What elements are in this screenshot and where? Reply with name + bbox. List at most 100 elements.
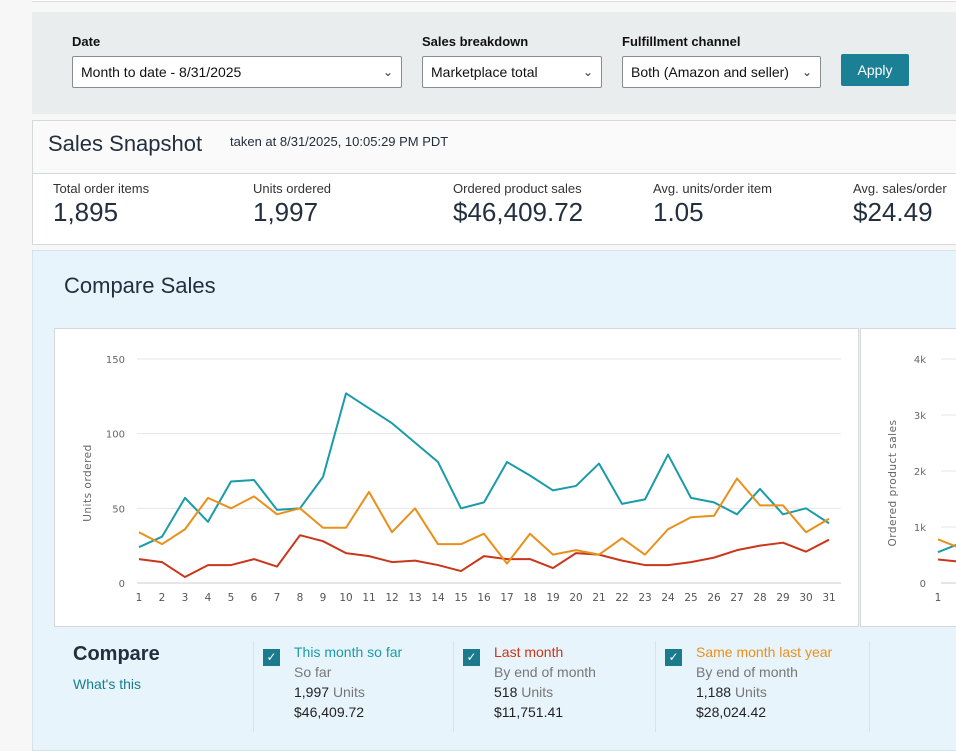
sales-snapshot: Sales Snapshot taken at 8/31/2025, 10:05… bbox=[32, 120, 956, 245]
metric-value: $24.49 bbox=[853, 197, 933, 227]
x-tick-label: 8 bbox=[297, 592, 304, 604]
y-tick-label: 150 bbox=[106, 355, 125, 366]
x-tick-label: 1 bbox=[136, 592, 143, 604]
x-tick-label: 26 bbox=[707, 592, 721, 604]
units-label: Units bbox=[332, 684, 365, 700]
breakdown-label: Sales breakdown bbox=[422, 34, 529, 49]
snapshot-title: Sales Snapshot bbox=[48, 131, 203, 156]
sales-chart-container: 0 1k 2k 3k 4k Ordered product sales 1 bbox=[860, 328, 956, 627]
x-tick-label: 29 bbox=[776, 592, 789, 604]
x-tick-label: 7 bbox=[274, 592, 281, 604]
date-select[interactable]: Month to date - 8/31/2025 ⌄ bbox=[72, 56, 402, 88]
channel-filter: Fulfillment channel Both (Amazon and sel… bbox=[622, 34, 821, 88]
x-tick-label: 14 bbox=[431, 592, 445, 604]
x-tick-label: 5 bbox=[228, 592, 235, 604]
x-tick-label: 24 bbox=[661, 592, 675, 604]
x-tick-label: 28 bbox=[753, 592, 766, 604]
x-tick-label: 9 bbox=[320, 592, 327, 604]
legend-item-last-month: ✓ Last month By end of month 518 Units $… bbox=[453, 641, 655, 732]
series-line-same-month-last-year bbox=[937, 538, 956, 548]
top-strip bbox=[32, 0, 956, 2]
metric-avg-sales-per-order: Avg. sales/order $24.49 bbox=[853, 181, 947, 228]
y-axis-label: Units ordered bbox=[82, 444, 94, 522]
series-line-same-month-last-year bbox=[138, 477, 830, 565]
date-label: Date bbox=[72, 34, 101, 49]
x-tick-label: 13 bbox=[408, 592, 421, 604]
legend-series-units: 1,997 Units bbox=[294, 684, 365, 700]
x-tick-label: 17 bbox=[500, 592, 513, 604]
y-tick-label: 0 bbox=[920, 579, 926, 590]
x-tick-label: 27 bbox=[730, 592, 743, 604]
y-tick-label: 3k bbox=[914, 411, 926, 422]
last-month-checkbox[interactable]: ✓ bbox=[463, 649, 480, 666]
y-tick-label: 50 bbox=[112, 504, 125, 515]
compare-sales-title: Compare Sales bbox=[64, 273, 216, 298]
breakdown-filter: Sales breakdown Marketplace total ⌄ bbox=[422, 34, 602, 88]
legend-series-sub: By end of month bbox=[696, 664, 798, 680]
whats-this-link[interactable]: What's this bbox=[73, 676, 142, 692]
units-value: 1,188 bbox=[696, 684, 732, 700]
units-value: 1,997 bbox=[294, 684, 330, 700]
legend-series-units: 1,188 Units bbox=[696, 684, 767, 700]
y-tick-label: 1k bbox=[914, 523, 926, 534]
this-month-checkbox[interactable]: ✓ bbox=[263, 649, 280, 666]
x-tick-label: 2 bbox=[159, 592, 166, 604]
compare-legend-title: Compare bbox=[73, 643, 160, 665]
y-tick-label: 0 bbox=[119, 579, 125, 590]
metric-label: Units ordered bbox=[253, 181, 332, 196]
legend-series-units: 518 Units bbox=[494, 684, 553, 700]
date-filter: Date Month to date - 8/31/2025 ⌄ bbox=[72, 34, 402, 88]
x-tick-label: 20 bbox=[569, 592, 582, 604]
series-line-last-month bbox=[138, 534, 830, 579]
chevron-down-icon: ⌄ bbox=[801, 65, 812, 79]
metric-label: Avg. sales/order bbox=[853, 181, 947, 196]
metric-total-order-items: Total order items 1,895 bbox=[53, 181, 149, 228]
legend-series-sales: $11,751.41 bbox=[494, 704, 564, 720]
x-tick-label: 19 bbox=[546, 592, 559, 604]
ordered-product-sales-chart: 0 1k 2k 3k 4k Ordered product sales 1 bbox=[887, 355, 956, 604]
y-tick-label: 100 bbox=[106, 430, 125, 441]
x-tick-label: 25 bbox=[684, 592, 697, 604]
y-axis-label: Ordered product sales bbox=[887, 419, 899, 546]
channel-select[interactable]: Both (Amazon and seller) ⌄ bbox=[622, 56, 821, 88]
legend-series-sales: $46,409.72 bbox=[294, 704, 365, 720]
compare-legend: Compare What's this ✓ This month so far … bbox=[33, 635, 956, 735]
breakdown-select-value: Marketplace total bbox=[431, 64, 538, 80]
left-gutter bbox=[0, 0, 8, 751]
metric-label: Avg. units/order item bbox=[653, 181, 772, 196]
x-tick-label: 12 bbox=[385, 592, 398, 604]
x-tick-label: 16 bbox=[477, 592, 491, 604]
y-tick-label: 4k bbox=[914, 355, 926, 366]
y-tick-label: 2k bbox=[914, 467, 926, 478]
x-tick-label: 31 bbox=[822, 592, 835, 604]
date-select-value: Month to date - 8/31/2025 bbox=[81, 64, 242, 80]
channel-select-value: Both (Amazon and seller) bbox=[631, 64, 789, 80]
chevron-down-icon: ⌄ bbox=[582, 65, 593, 79]
snapshot-timestamp: taken at 8/31/2025, 10:05:29 PM PDT bbox=[230, 134, 449, 149]
units-label: Units bbox=[521, 684, 554, 700]
legend-series-name: Same month last year bbox=[696, 644, 833, 660]
compare-sales-panel: Compare Sales 0 50 100 150 Units ordered 1 2 3 4… bbox=[32, 250, 956, 751]
x-tick-label: 11 bbox=[362, 592, 375, 604]
metric-label: Ordered product sales bbox=[453, 181, 582, 196]
x-tick-label: 23 bbox=[638, 592, 651, 604]
units-chart-container: 0 50 100 150 Units ordered 1 2 3 4 5 6 7 8 9 10 11 12 13 1… bbox=[54, 328, 859, 627]
apply-button[interactable]: Apply bbox=[841, 54, 909, 86]
snapshot-header: Sales Snapshot taken at 8/31/2025, 10:05… bbox=[33, 121, 956, 174]
metric-label: Total order items bbox=[53, 181, 150, 196]
series-line-this-month-so-far bbox=[138, 392, 830, 549]
x-tick-label: 15 bbox=[454, 592, 467, 604]
metric-value: 1,895 bbox=[53, 197, 119, 227]
x-tick-label: 10 bbox=[339, 592, 352, 604]
x-tick-label: 18 bbox=[523, 592, 536, 604]
x-tick-label: 30 bbox=[799, 592, 812, 604]
chevron-down-icon: ⌄ bbox=[382, 65, 393, 79]
legend-divider bbox=[869, 641, 870, 732]
units-value: 518 bbox=[494, 684, 518, 700]
channel-label: Fulfillment channel bbox=[622, 34, 741, 49]
same-month-last-year-checkbox[interactable]: ✓ bbox=[665, 649, 682, 666]
x-tick-label: 22 bbox=[615, 592, 628, 604]
legend-series-name: This month so far bbox=[294, 644, 403, 660]
breakdown-select[interactable]: Marketplace total ⌄ bbox=[422, 56, 602, 88]
